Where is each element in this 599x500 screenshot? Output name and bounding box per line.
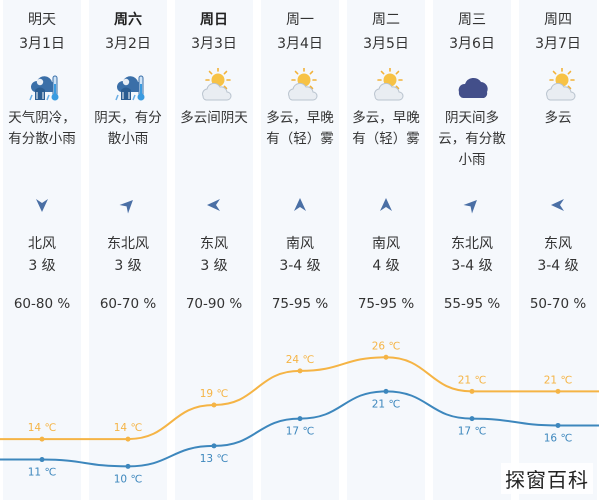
- forecast-day-column: 周日 3月3日多云间阴天东风 3 级 70-90 %: [175, 0, 253, 500]
- wind-level: 3 级: [114, 258, 142, 274]
- forecast-day-column: 明天 3月1日天气阴冷， 有分散小雨北风 3 级 60-80 %: [3, 0, 81, 500]
- day-label: 明天: [28, 12, 56, 28]
- wind-direction-arrow-icon: [207, 199, 220, 211]
- high-temp-point: [39, 436, 45, 442]
- wind-level: 3-4 级: [279, 258, 321, 274]
- wind-level: 3 级: [200, 258, 228, 274]
- wind-direction: 南风: [372, 236, 400, 252]
- partly-cloudy-icon: [546, 68, 576, 101]
- wind-direction: 东北风: [451, 236, 493, 252]
- humidity: 75-95 %: [357, 296, 415, 312]
- forecast-day-column: 周六 3月2日阴天，有分 散小雨东北风 3 级 60-70 %: [89, 0, 167, 500]
- wind-direction-arrow-icon: [463, 200, 477, 214]
- high-temp-point: [211, 402, 217, 408]
- wind-direction: 东风: [200, 236, 228, 252]
- humidity: 70-90 %: [185, 296, 243, 312]
- weather-description: 阴天间多 云，有分散 小雨: [438, 110, 506, 168]
- wind-direction: 东北风: [107, 236, 149, 252]
- high-temp-label: 26 ℃: [372, 340, 401, 352]
- date-label: 3月4日: [277, 36, 323, 52]
- low-temp-point: [297, 416, 303, 422]
- day-label: 周四: [544, 12, 572, 28]
- low-temp-label: 17 ℃: [286, 426, 315, 438]
- wind-level: 3-4 级: [451, 258, 493, 274]
- low-temp-point: [211, 443, 217, 449]
- low-temp-label: 16 ℃: [544, 432, 573, 444]
- day-label: 周六: [114, 12, 142, 28]
- date-label: 3月5日: [363, 36, 409, 52]
- low-temp-point: [125, 463, 131, 469]
- partly-cloudy-icon: [374, 68, 404, 101]
- wind-direction: 北风: [28, 236, 56, 252]
- low-temp-point: [39, 457, 45, 463]
- day-label: 周二: [372, 12, 400, 28]
- wind-level: 3 级: [28, 258, 56, 274]
- partly-cloudy-icon: [202, 68, 232, 101]
- high-temp-point: [555, 388, 561, 394]
- wind-direction-arrow-icon: [380, 198, 392, 211]
- weather-description: 多云，早晚 有（轻）雾: [352, 110, 420, 147]
- rain-person-cold-icon: [29, 75, 59, 101]
- humidity: 60-80 %: [13, 296, 71, 312]
- low-temp-label: 11 ℃: [28, 467, 57, 479]
- forecast-day-column: 周二 3月5日多云，早晚 有（轻）雾南风 4 级 75-95 %: [347, 0, 425, 500]
- humidity: 60-70 %: [99, 296, 157, 312]
- weather-description: 多云: [544, 110, 572, 126]
- wind-level: 3-4 级: [537, 258, 579, 274]
- humidity: 55-95 %: [443, 296, 501, 312]
- low-temp-label: 10 ℃: [114, 473, 143, 485]
- wind-direction: 东风: [544, 236, 572, 252]
- forecast-day-column: 周四 3月7日多云东风 3-4 级 50-70 %: [519, 0, 597, 500]
- temperature-chart: 14 ℃ 14 ℃ 19 ℃ 24 ℃ 26 ℃ 21 ℃ 21 ℃ 11 ℃ 10 ℃ 13 ℃…: [0, 340, 599, 485]
- low-temp-point: [469, 416, 475, 422]
- watermark: 探窗百科: [501, 463, 593, 494]
- weather-description: 天气阴冷， 有分散小雨: [8, 110, 76, 147]
- weather-description: 阴天，有分 散小雨: [94, 110, 162, 147]
- wind-direction-arrow-icon: [119, 200, 133, 214]
- weather-description: 多云间阴天: [180, 110, 248, 126]
- high-temp-label: 21 ℃: [458, 374, 487, 386]
- wind-direction-arrow-icon: [294, 198, 306, 211]
- day-label: 周三: [458, 12, 486, 28]
- high-temp-label: 19 ℃: [200, 388, 229, 400]
- high-temp-point: [469, 388, 475, 394]
- rain-person-cold-icon: [115, 75, 145, 101]
- high-temp-label: 21 ℃: [544, 374, 573, 386]
- high-temp-label: 14 ℃: [114, 422, 143, 434]
- low-temp-label: 17 ℃: [458, 426, 487, 438]
- date-label: 3月3日: [191, 36, 237, 52]
- high-temp-point: [125, 436, 131, 442]
- wind-direction: 南风: [286, 236, 314, 252]
- day-label: 周日: [200, 12, 228, 28]
- low-temp-point: [383, 388, 389, 394]
- forecast-day-column: 周一 3月4日多云，早晚 有（轻）雾南风 3-4 级 75-95 %: [261, 0, 339, 500]
- high-temp-point: [297, 368, 303, 374]
- high-temp-point: [383, 354, 389, 360]
- high-temp-label: 24 ℃: [286, 354, 315, 366]
- low-temp-label: 13 ℃: [200, 453, 229, 465]
- date-label: 3月7日: [535, 36, 581, 52]
- high-temp-label: 14 ℃: [28, 422, 57, 434]
- date-label: 3月6日: [449, 36, 495, 52]
- wind-level: 4 级: [372, 258, 400, 274]
- humidity: 75-95 %: [271, 296, 329, 312]
- weather-description: 多云，早晚 有（轻）雾: [266, 110, 334, 147]
- day-label: 周一: [286, 12, 314, 28]
- date-label: 3月2日: [105, 36, 151, 52]
- wind-direction-arrow-icon: [551, 199, 564, 211]
- wind-direction-arrow-icon: [36, 199, 48, 212]
- humidity: 50-70 %: [529, 296, 587, 312]
- partly-cloudy-icon: [288, 68, 318, 101]
- low-temp-label: 21 ℃: [372, 398, 401, 410]
- low-temp-point: [555, 422, 561, 428]
- dark-cloud-icon: [458, 77, 488, 98]
- date-label: 3月1日: [19, 36, 65, 52]
